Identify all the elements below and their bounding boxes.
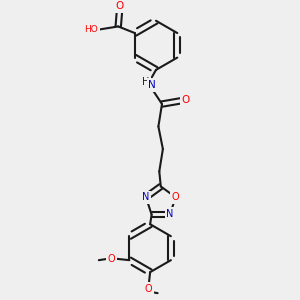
Text: O: O (172, 192, 179, 202)
Text: N: N (166, 209, 174, 219)
Text: O: O (116, 2, 124, 11)
Text: O: O (108, 254, 116, 264)
Text: O: O (182, 95, 190, 106)
Text: HO: HO (84, 25, 98, 34)
Text: N: N (142, 192, 150, 202)
Text: O: O (145, 284, 152, 294)
Text: N: N (148, 80, 156, 90)
Text: H: H (142, 77, 149, 88)
